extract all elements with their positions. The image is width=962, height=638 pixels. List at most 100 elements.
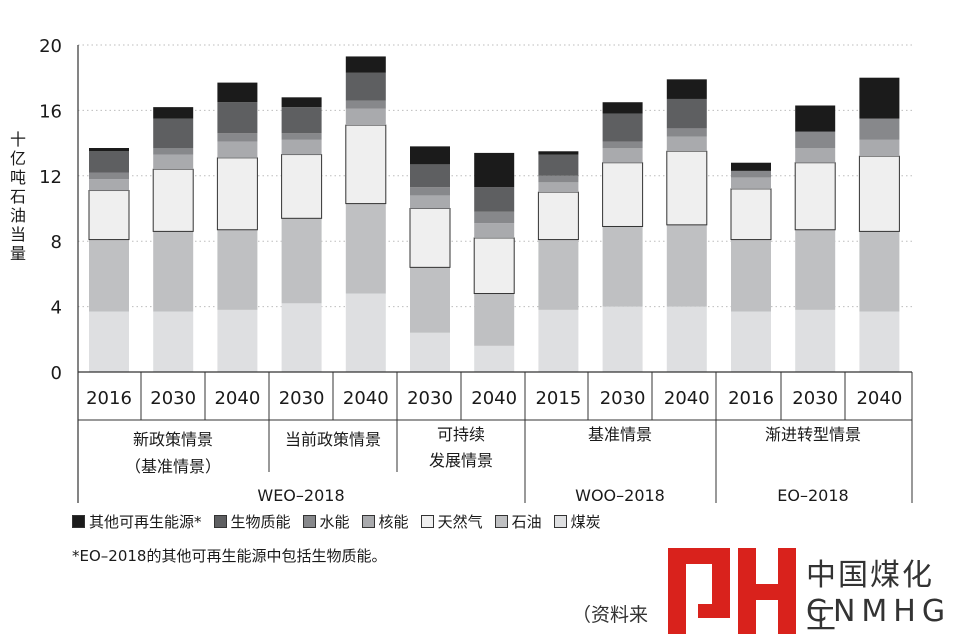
legend-item: 煤炭 [553,511,601,532]
x-tick-label: 2030 [407,388,453,409]
bar-segment [345,56,386,73]
group-label: 当前政策情景 [285,430,381,449]
bar-segment [538,309,579,372]
bar-segment [474,293,515,346]
bar-segment [795,229,836,310]
group-label: 基准情景 [588,425,652,444]
bar-segment [602,148,643,163]
bar-segment [281,303,322,372]
legend-item: 核能 [361,511,409,532]
bar-segment [666,224,707,307]
bar-segment [666,136,707,152]
bar-segment [795,105,836,132]
legend-item: 天然气 [420,511,483,532]
bar-segment [731,239,771,312]
bar-segment [537,191,579,241]
bar-segment [795,309,836,372]
bar-segment [602,162,644,227]
bar-segment [217,133,258,142]
legend: 其他可再生能源* 生物质能 水能 核能 天然气 石油 煤炭 [72,511,613,532]
bar-segment [153,154,194,170]
bar-segment [602,226,643,307]
bar-segment [473,237,515,295]
bar-segment [795,148,836,163]
bar-segment [859,231,900,312]
bar-segment [281,107,322,134]
legend-item: 水能 [302,511,350,532]
bar-segment [281,218,322,304]
bar-segment [474,345,515,372]
source-label: EO–2018 [777,486,848,505]
legend-swatch [361,515,375,528]
x-tick-label: 2030 [600,388,646,409]
bar-segment [602,102,643,114]
x-tick-label: 2040 [471,388,517,409]
bar-segment [281,154,323,219]
bar-segment [153,118,194,149]
bar-segment [410,146,450,165]
bar-segment [859,139,900,157]
bar-segment [89,151,129,173]
y-tick-label: 12 [39,167,62,188]
y-axis-label: 十亿吨石油当量 [10,130,26,263]
bar-segment [153,107,194,119]
bar-segment [538,175,579,183]
bar-segment [602,113,643,142]
bar-segment [152,168,194,232]
bar-segment [89,311,129,372]
legend-swatch [553,515,567,528]
legend-item: 生物质能 [213,511,291,532]
bar-segment [153,231,194,312]
logo-english-text: CNMHG [806,594,952,629]
x-tick-label: 2040 [343,388,389,409]
bar-segment [731,170,771,178]
legend-label: 生物质能 [230,513,291,531]
bar-segment [666,79,707,99]
bar-segment [281,133,322,140]
legend-item: 石油 [494,511,542,532]
bar-segment [795,131,836,149]
group-label: 发展情景 [429,451,493,470]
bar-segment [859,311,900,372]
y-tick-label: 8 [51,232,62,253]
bar-segment [410,332,450,372]
bar-segment [217,102,258,134]
bar-segment [731,177,771,189]
source-label: WEO–2018 [257,486,344,505]
legend-label: 煤炭 [570,513,601,531]
legend-swatch [302,515,316,528]
bar-segment [89,179,129,191]
bar-segment [730,188,772,241]
axes [77,45,913,503]
bar-segment [281,139,322,155]
bar-segment [474,211,515,224]
bar-segment [538,239,579,310]
legend-swatch [420,515,434,528]
bar-segment [410,164,450,188]
x-tick-label: 2030 [792,388,838,409]
bar-segment [666,128,707,137]
y-tick-label: 20 [39,36,62,57]
bar-segment [474,223,515,238]
footnote: *EO–2018的其他可再生能源中包括生物质能。 [72,547,387,565]
legend-swatch [213,515,227,528]
x-tick-label: 2016 [728,388,774,409]
legend-item: 其他可再生能源* [72,511,202,532]
bar-segment [217,309,258,372]
bar-segment [666,306,707,372]
logo-mark-icon [668,548,796,634]
bar-segment [474,152,515,188]
bar-segment [602,306,643,372]
source-labels: WEO–2018 WOO–2018 EO–2018 [257,486,848,505]
bar-segment [345,203,386,294]
x-tick-label: 2016 [86,388,132,409]
bar-segment [602,141,643,149]
bar-segment [859,118,900,140]
bar-segment [345,100,386,109]
bar-segment [538,154,579,176]
bar-segment [217,229,258,310]
bar-segment [538,182,579,193]
bar-segment [858,155,900,232]
